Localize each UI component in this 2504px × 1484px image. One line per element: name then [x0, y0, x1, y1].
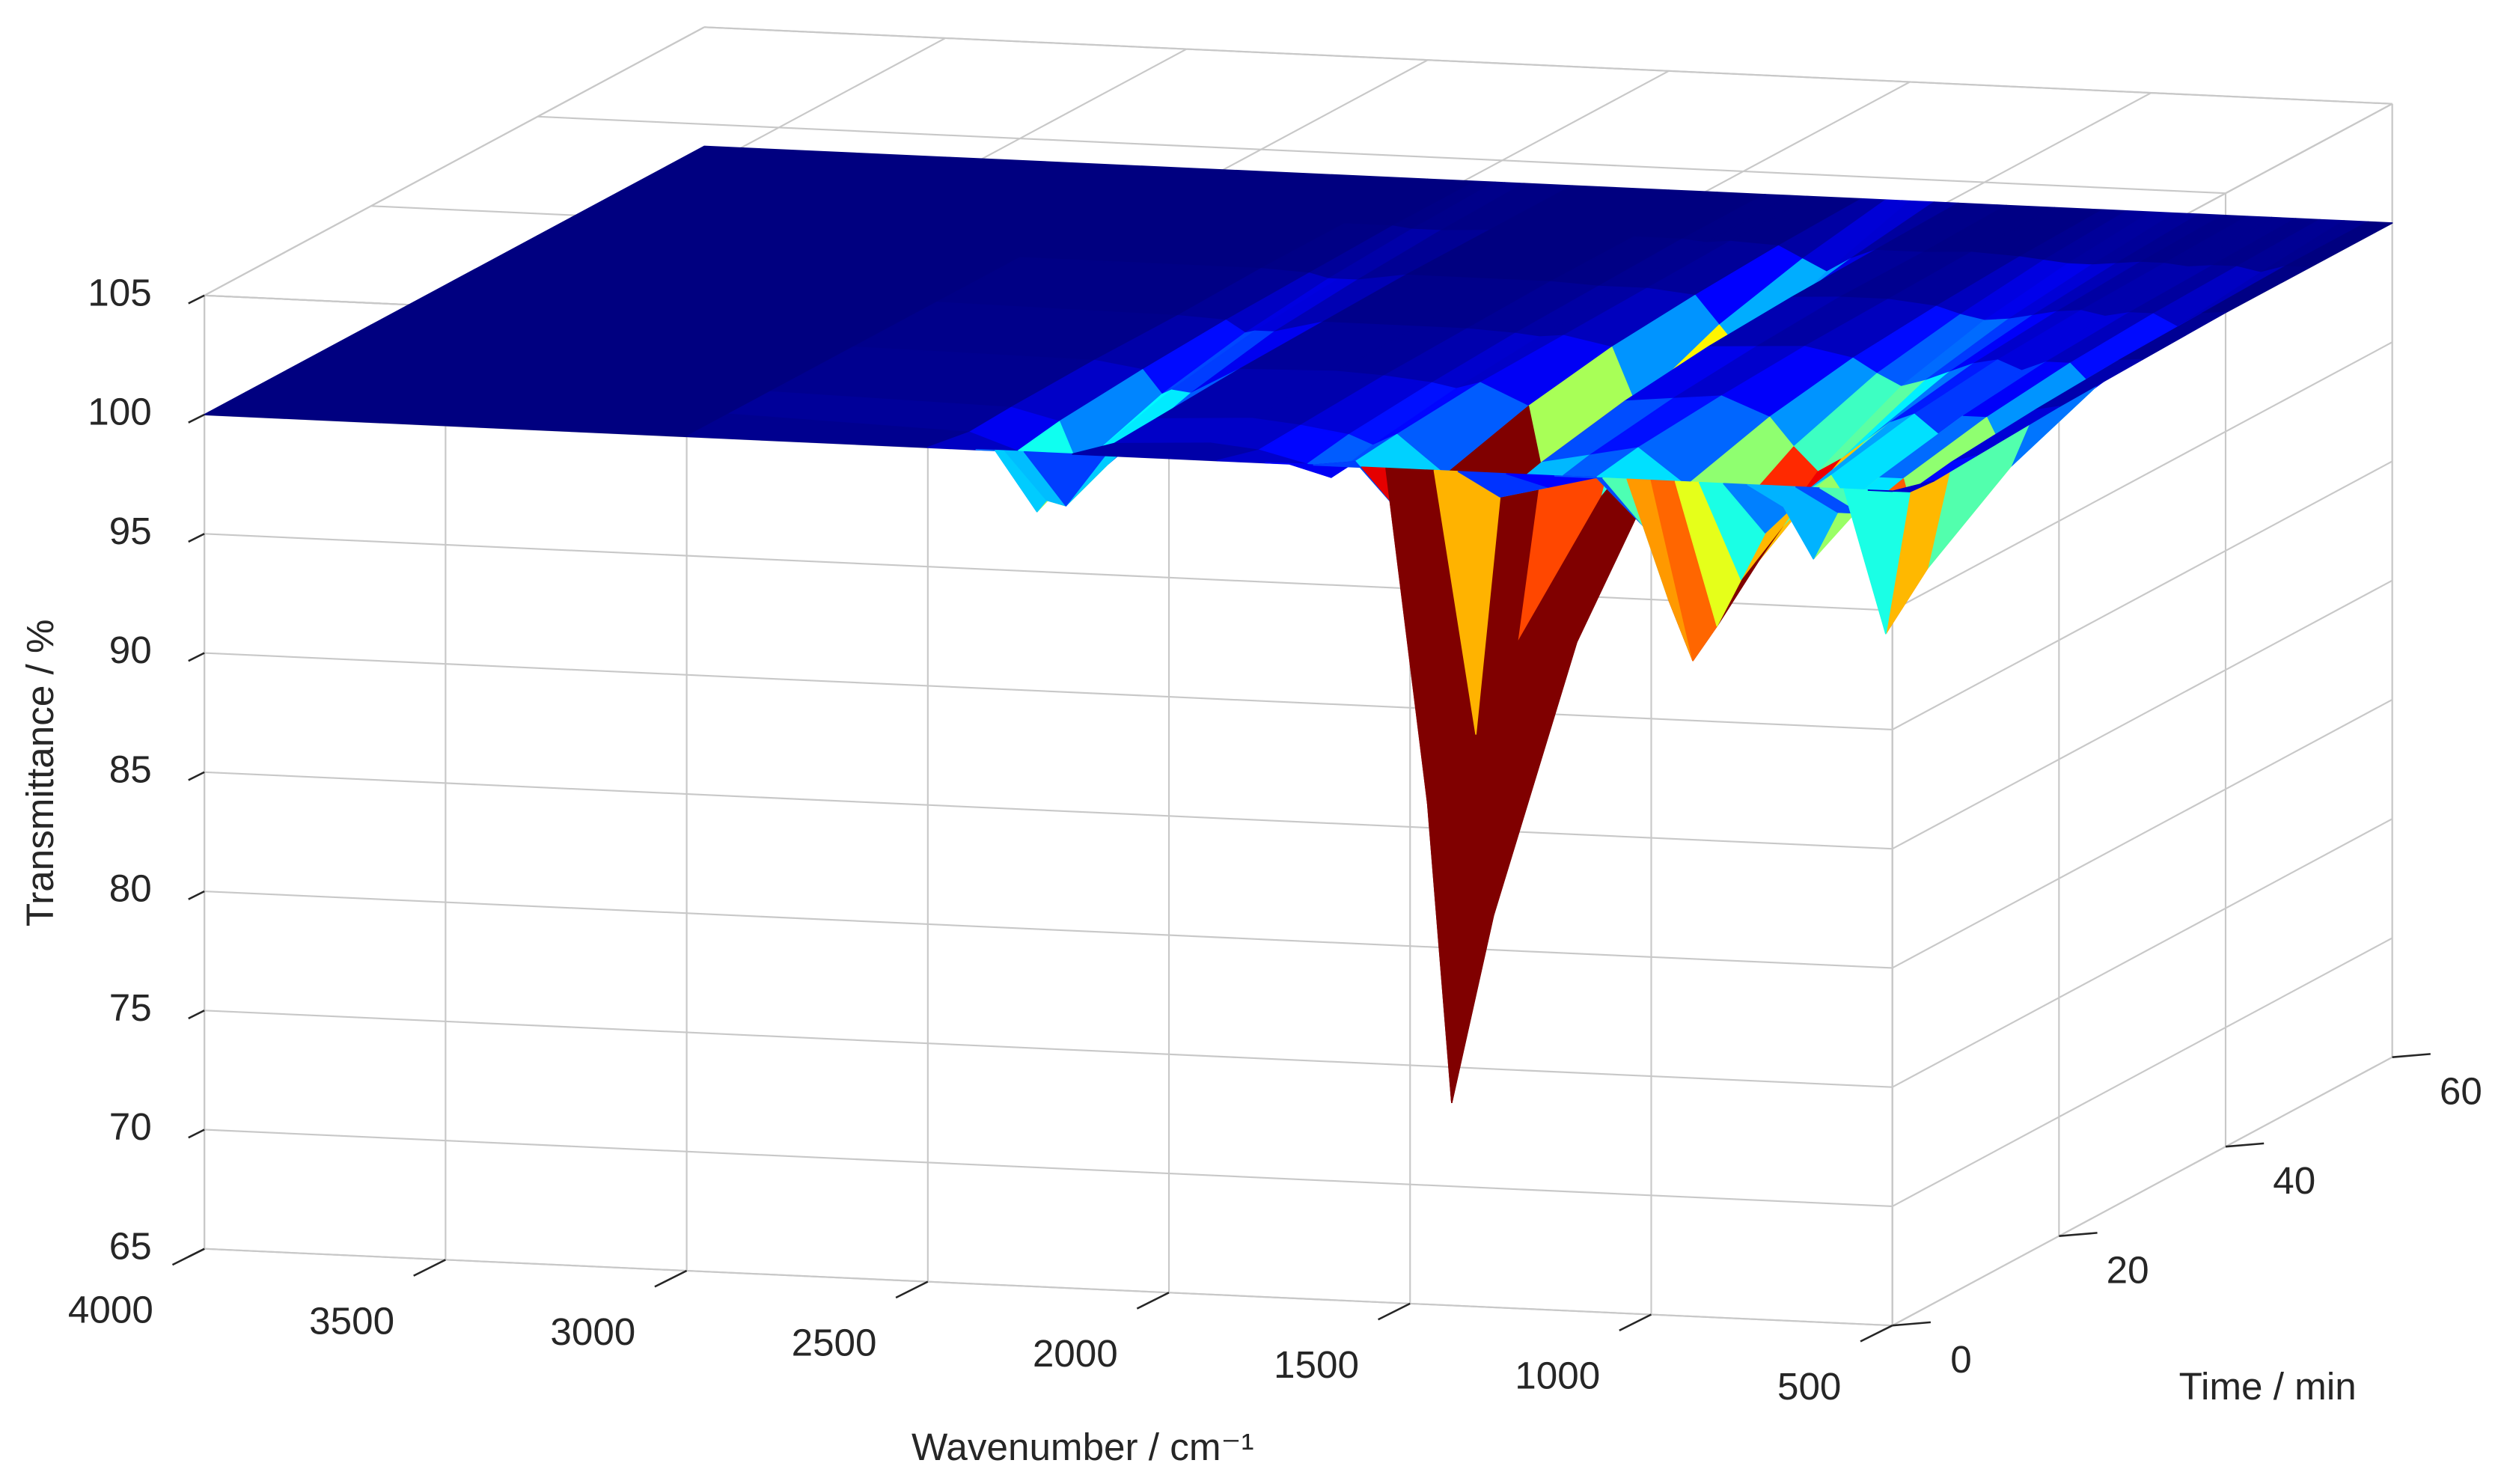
z-tick	[188, 652, 205, 662]
z-tick	[188, 1010, 205, 1020]
z-tick	[188, 413, 205, 424]
y-axis-label: Time / min	[2179, 1365, 2357, 1408]
axes: 65 70 75 80 85 90 95 100 105 4000 3500 3000 2500 2000…	[68, 271, 2482, 1408]
grid-line	[204, 1010, 1893, 1088]
x-tick	[895, 1280, 929, 1299]
grid-line	[204, 26, 705, 296]
z-tick-label: 80	[109, 867, 152, 910]
y-tick	[1892, 1321, 1932, 1327]
x-tick	[1619, 1313, 1652, 1332]
grid-line	[204, 890, 1893, 969]
z-tick	[188, 533, 205, 543]
z-tick	[188, 294, 205, 305]
z-axis-label: Transmittance / %	[19, 619, 61, 926]
grid-line	[537, 115, 2226, 195]
grid-line	[1892, 818, 2393, 1088]
z-tick	[188, 890, 205, 900]
z-tick	[188, 771, 205, 781]
x-axis-label: Wavenumber / cm⁻¹	[911, 1426, 1254, 1468]
z-tick-label: 75	[109, 986, 152, 1029]
grid-line	[1892, 579, 2393, 850]
z-tick-label: 85	[109, 748, 152, 790]
y-tick	[2059, 1232, 2098, 1237]
z-tick-label: 90	[109, 629, 152, 671]
x-tick-label: 1500	[1274, 1343, 1359, 1386]
surface	[204, 145, 2393, 1104]
x-tick	[413, 1259, 446, 1277]
y-tick-label: 60	[2440, 1069, 2482, 1112]
x-tick-label: 1000	[1515, 1354, 1600, 1396]
grid-line	[1892, 1056, 2393, 1327]
x-tick-label: 2500	[792, 1322, 877, 1364]
x-tick-label: 3000	[550, 1310, 635, 1353]
z-tick-label: 105	[88, 271, 151, 314]
grid-line	[1892, 937, 2393, 1207]
grid-line	[1892, 341, 2393, 611]
x-tick	[654, 1269, 688, 1288]
grid-line	[704, 26, 2392, 105]
grid-line	[204, 1129, 1893, 1207]
grid-line	[204, 1248, 1893, 1327]
y-tick	[2225, 1142, 2265, 1148]
z-tick-label: 70	[109, 1105, 152, 1148]
z-tick-label: 65	[109, 1224, 152, 1267]
x-tick	[1860, 1325, 1893, 1343]
x-tick	[1378, 1302, 1411, 1321]
z-tick-label: 100	[88, 391, 151, 433]
surface-patch	[1867, 480, 1935, 492]
y-tick-label: 40	[2273, 1159, 2315, 1202]
grid-line	[1892, 460, 2393, 730]
y-tick-label: 20	[2107, 1248, 2149, 1291]
grid-line	[204, 771, 1893, 850]
y-tick	[2392, 1053, 2431, 1058]
z-tick	[188, 1129, 205, 1139]
x-tick	[1136, 1292, 1170, 1310]
z-tick-label: 95	[109, 510, 152, 552]
grid-line	[204, 652, 1893, 731]
grid-line	[1892, 699, 2393, 969]
x-tick-label: 3500	[309, 1299, 394, 1342]
x-tick-label: 4000	[68, 1289, 153, 1331]
y-tick-label: 0	[1950, 1338, 1971, 1381]
x-tick-label: 500	[1777, 1365, 1841, 1408]
x-tick	[171, 1248, 205, 1266]
x-tick-label: 2000	[1033, 1332, 1118, 1375]
grid-line	[204, 533, 1893, 611]
